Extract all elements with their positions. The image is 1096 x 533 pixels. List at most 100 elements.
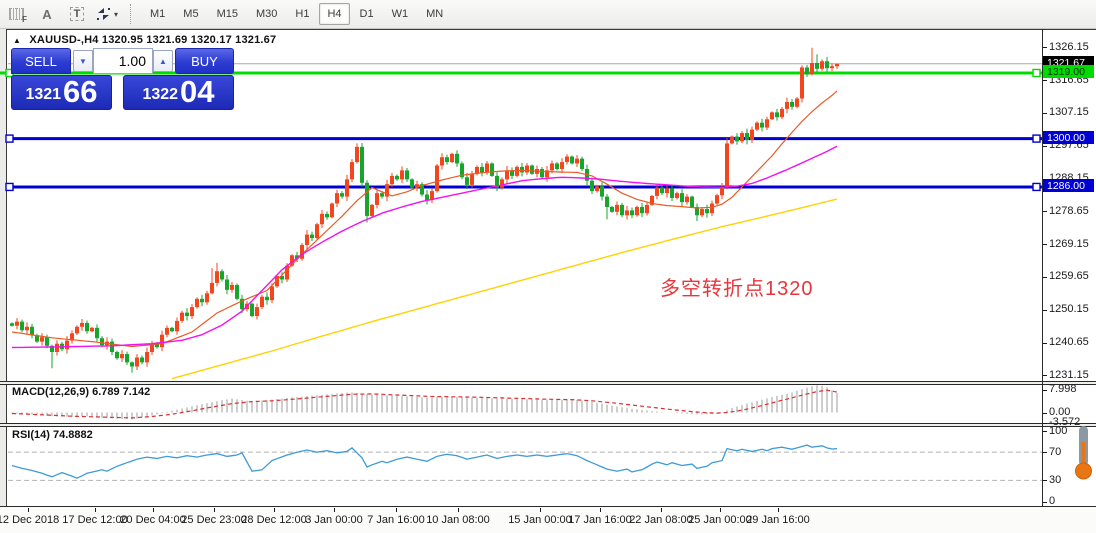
price-tick (1042, 276, 1047, 278)
line-handle (1032, 68, 1041, 78)
price-axis-label: 1240.65 (1049, 336, 1089, 349)
time-axis-tick (778, 508, 779, 512)
rsi-label: RSI(14) 74.8882 (12, 429, 93, 441)
volume-decrease-button[interactable]: ▼ (73, 50, 93, 72)
rsi-scale-tick (1042, 480, 1047, 482)
time-axis-tick (95, 508, 96, 512)
rsi-scale-label: 0 (1049, 495, 1056, 507)
buy-price-display[interactable]: 1322 04 (123, 75, 234, 110)
rsi-pane-canvas[interactable] (0, 426, 1042, 506)
time-axis-label: 17 Dec 12:00 (62, 514, 128, 526)
timeframe-button-d1[interactable]: D1 (359, 8, 374, 20)
time-axis-tick (334, 508, 335, 512)
time-axis-label: 20 Dec 04:00 (120, 514, 186, 526)
buy-price-small: 1322 (142, 86, 179, 103)
text-box-icon[interactable]: T (65, 3, 89, 25)
macd-scale-label: 7.998 (1049, 383, 1077, 396)
rsi-scale-label: 30 (1049, 473, 1062, 486)
time-axis-label: 15 Jan 00:00 (508, 514, 572, 526)
arrows-glyph (96, 8, 110, 20)
one-click-trading-panel: SELL ▼ ▲ BUY 1321 66 1322 04 (11, 48, 234, 110)
price-tick (1042, 244, 1047, 246)
price-axis-label: 1269.15 (1049, 237, 1089, 250)
buy-button[interactable]: BUY (175, 48, 234, 74)
ma-fast-line (11, 90, 838, 348)
text-label-icon[interactable]: A (42, 6, 52, 22)
macd-signal-line (11, 389, 838, 419)
timeframe-button-h4[interactable]: H4 (319, 3, 350, 25)
price-axis-label: 1250.15 (1049, 303, 1089, 316)
symbol-name: XAUUSD-,H4 (29, 34, 99, 46)
timeframe-button-m15[interactable]: M15 (216, 8, 238, 20)
time-axis-tick (458, 508, 459, 512)
time-axis-label: 29 Jan 16:00 (746, 514, 810, 526)
pane-separator (0, 384, 1096, 385)
macd-scale-label: 0.00 (1049, 406, 1071, 418)
rsi-line (11, 444, 838, 479)
time-axis-label: 22 Jan 08:00 (629, 514, 693, 526)
timeframe-button-w1[interactable]: W1 (391, 8, 409, 20)
time-axis-label: 28 Dec 12:00 (241, 514, 307, 526)
macd-scale-tick (1042, 422, 1047, 424)
objects-arrows-icon[interactable]: ▾ (95, 3, 119, 25)
price-tick (1042, 309, 1047, 311)
price-chart-canvas[interactable] (0, 30, 1042, 382)
volume-increase-button[interactable]: ▲ (153, 50, 173, 72)
line-handle (1032, 182, 1041, 192)
pane-separator-gap (0, 424, 1096, 426)
time-axis-label: 17 Jan 16:00 (568, 514, 632, 526)
line-handle (1032, 134, 1041, 143)
ohlc-values: 1320.95 1321.69 1320.17 1321.67 (101, 34, 277, 46)
pane-separator[interactable] (0, 423, 1096, 424)
price-axis-label: 1278.65 (1049, 204, 1089, 217)
time-axis-tick (540, 508, 541, 512)
toolbar: F A T ▾ M1 M5 M15 M30 H1 H4 D1 W1 MN (0, 0, 1096, 29)
time-axis[interactable]: 12 Dec 2018 17 Dec 12:00 20 Dec 04:00 25 De… (0, 507, 1096, 533)
time-axis-tick (396, 508, 397, 512)
macd-scale-label: -3.572 (1049, 416, 1081, 429)
volume-input[interactable] (93, 48, 153, 74)
dropdown-caret-icon: ▾ (113, 9, 118, 19)
macd-scale-tick (1042, 389, 1047, 391)
time-axis-label: 25 Dec 23:00 (181, 514, 247, 526)
buy-price-big: 04 (180, 74, 215, 109)
price-axis-label: 1307.15 (1049, 106, 1089, 119)
macd-pane-canvas[interactable] (0, 384, 1042, 424)
timeframe-button-m1[interactable]: M1 (150, 8, 166, 20)
time-axis-tick (214, 508, 215, 512)
price-axis-label: 1259.65 (1049, 270, 1089, 283)
grid-glyph (8, 8, 24, 20)
timeframe-button-mn[interactable]: MN (426, 8, 444, 20)
time-axis-tick (600, 508, 601, 512)
chart-header: ▲ XAUUSD-,H4 1320.95 1321.69 1320.17 132… (13, 34, 276, 46)
price-tick (1042, 80, 1047, 82)
time-axis-tick (720, 508, 721, 512)
collapse-triangle-icon[interactable]: ▲ (13, 36, 22, 45)
sell-price-display[interactable]: 1321 66 (11, 75, 112, 110)
timeframe-button-h1[interactable]: H1 (295, 8, 310, 20)
line-handle (5, 182, 14, 192)
chart-text-annotation: 多空转折点1320 (660, 278, 814, 300)
price-tick (1042, 47, 1047, 49)
rsi-scale-label: 100 (1049, 424, 1068, 437)
price-tick (1042, 112, 1047, 114)
pane-separator (0, 506, 1096, 507)
macd-scale-tick (1042, 412, 1047, 414)
chart-window[interactable]: ▲ XAUUSD-,H4 1320.95 1321.69 1320.17 132… (0, 29, 1096, 533)
timeframe-button-m5[interactable]: M5 (183, 8, 199, 20)
time-axis-tick (661, 508, 662, 512)
grid-properties-icon[interactable]: F (3, 3, 29, 25)
time-axis-tick (274, 508, 275, 512)
price-tick (1042, 375, 1047, 377)
price-axis-border (1042, 29, 1043, 533)
macd-label: MACD(12,26,9) 6.789 7.142 (12, 386, 151, 398)
pane-separator[interactable] (0, 381, 1096, 382)
sell-button[interactable]: SELL (11, 48, 71, 74)
pane-separator-gap (0, 382, 1096, 384)
price-axis-label: 1326.15 (1049, 40, 1089, 53)
timeframe-button-m30[interactable]: M30 (255, 8, 278, 20)
thermometer-icon[interactable] (1068, 424, 1096, 484)
time-axis-label: 7 Jan 16:00 (367, 514, 425, 526)
time-axis-label: 12 Dec 2018 (0, 514, 60, 526)
